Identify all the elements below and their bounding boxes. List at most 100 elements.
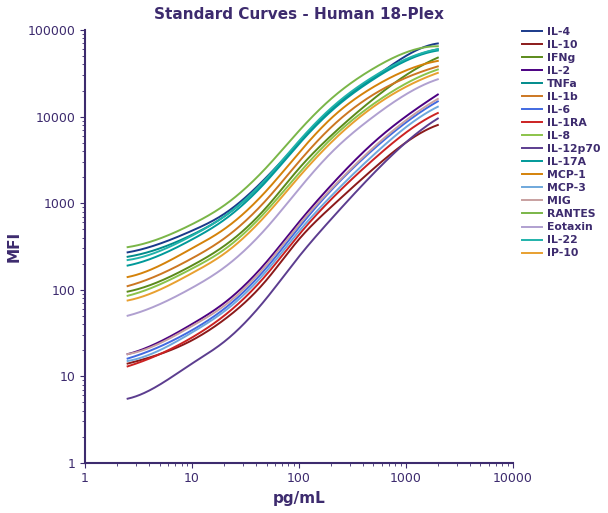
MCP-3: [405, 122, 412, 128]
IL-22: [434, 46, 441, 52]
Line: IP-10: IP-10: [128, 73, 438, 301]
Eotaxin: [124, 312, 131, 319]
Line: IL-17A: IL-17A: [128, 50, 438, 266]
Eotaxin: [405, 90, 412, 96]
MCP-3: [125, 358, 133, 364]
IL-12p70: [308, 239, 315, 245]
Eotaxin: [314, 164, 321, 170]
IL-22: [405, 55, 412, 61]
IL-22: [308, 125, 315, 131]
IL-6: [124, 356, 131, 362]
IL-8: [434, 67, 441, 73]
IL-10: [309, 222, 316, 228]
IL-1b: [434, 63, 441, 69]
IL-8: [385, 90, 393, 96]
MIG: [434, 96, 441, 102]
IL-1b: [314, 138, 321, 144]
IL-17A: [405, 56, 412, 63]
RANTES: [308, 115, 315, 121]
IFNg: [125, 288, 133, 294]
IL-4: [314, 120, 321, 126]
IL-17A: [385, 67, 393, 73]
IL-2: [405, 111, 412, 117]
IL-12p70: [434, 115, 441, 122]
IL-22: [385, 65, 393, 71]
IL-8: [124, 293, 131, 299]
IL-1RA: [405, 127, 412, 133]
IL-1b: [309, 144, 316, 150]
IL-17A: [314, 121, 321, 127]
IL-12p70: [125, 396, 133, 402]
IL-1b: [308, 145, 315, 151]
Line: IL-1RA: IL-1RA: [128, 113, 438, 366]
IL-1b: [125, 283, 133, 289]
IL-10: [125, 360, 133, 366]
IFNg: [124, 288, 131, 294]
Line: IL-1b: IL-1b: [128, 66, 438, 286]
Eotaxin: [309, 170, 316, 176]
IL-17A: [309, 127, 316, 133]
IL-1RA: [308, 218, 315, 224]
IP-10: [309, 159, 316, 165]
IL-1RA: [385, 143, 393, 149]
MIG: [314, 201, 321, 207]
MIG: [385, 131, 393, 137]
IP-10: [124, 298, 131, 304]
MCP-1: [385, 75, 393, 82]
IL-8: [405, 79, 412, 85]
IL-10: [434, 122, 441, 128]
Line: MIG: MIG: [128, 99, 438, 354]
Eotaxin: [385, 102, 393, 108]
IFNg: [405, 70, 412, 76]
IL-2: [385, 126, 393, 132]
IP-10: [308, 160, 315, 166]
IP-10: [434, 70, 441, 76]
IL-10: [314, 216, 321, 223]
RANTES: [314, 108, 321, 114]
Eotaxin: [308, 171, 315, 177]
IL-1RA: [434, 110, 441, 116]
IFNg: [309, 151, 316, 157]
Line: IL-8: IL-8: [128, 70, 438, 296]
IL-8: [308, 156, 315, 163]
Line: IL-10: IL-10: [128, 125, 438, 364]
MIG: [125, 351, 133, 357]
IL-6: [385, 133, 393, 139]
IL-17A: [124, 263, 131, 269]
MCP-3: [434, 104, 441, 110]
IL-1b: [124, 283, 131, 289]
Line: RANTES: RANTES: [128, 46, 438, 247]
IL-6: [125, 355, 133, 361]
Line: IL-6: IL-6: [128, 102, 438, 359]
Title: Standard Curves - Human 18-Plex: Standard Curves - Human 18-Plex: [154, 7, 444, 22]
RANTES: [405, 48, 412, 54]
MIG: [124, 351, 131, 357]
Eotaxin: [125, 312, 133, 319]
IL-4: [405, 51, 412, 57]
Line: IFNg: IFNg: [128, 57, 438, 291]
IL-1b: [405, 73, 412, 80]
IL-2: [309, 203, 316, 209]
IFNg: [314, 146, 321, 152]
MCP-3: [385, 138, 393, 144]
MCP-1: [405, 66, 412, 72]
IFNg: [385, 84, 393, 90]
IP-10: [125, 297, 133, 303]
Line: IL-12p70: IL-12p70: [128, 119, 438, 399]
X-axis label: pg/mL: pg/mL: [272, 491, 325, 506]
MCP-3: [308, 214, 315, 220]
IL-12p70: [385, 155, 393, 161]
IL-2: [124, 351, 131, 357]
MCP-1: [434, 58, 441, 64]
MCP-1: [309, 134, 316, 141]
MCP-1: [125, 274, 133, 280]
MIG: [308, 207, 315, 213]
MCP-3: [309, 213, 316, 219]
TNFa: [309, 125, 316, 131]
Eotaxin: [434, 76, 441, 83]
IL-6: [434, 98, 441, 105]
IL-22: [314, 118, 321, 124]
IL-8: [309, 155, 316, 162]
IL-12p70: [124, 396, 131, 402]
IL-2: [308, 205, 315, 211]
